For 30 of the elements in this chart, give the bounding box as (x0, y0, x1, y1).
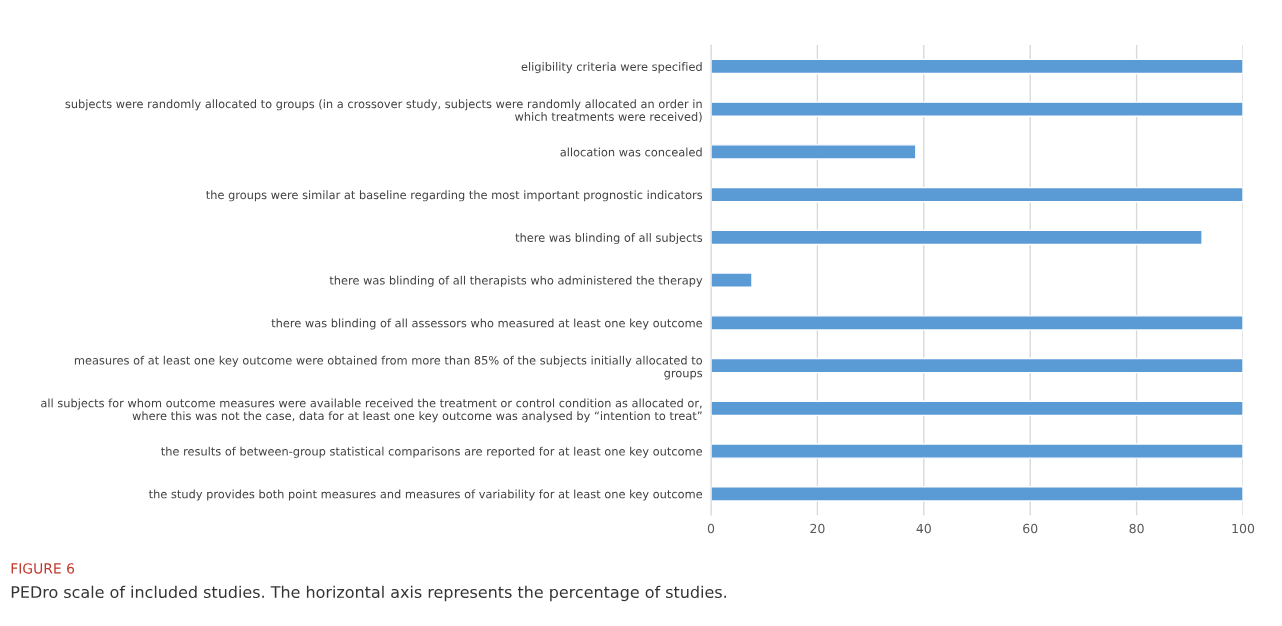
bar (711, 144, 917, 160)
bar (711, 229, 1203, 246)
y-tick-label: allocation was concealed (560, 147, 702, 157)
y-tick-label: the results of between-group statistical comparisons are reported for at least one key outcome (161, 446, 703, 458)
x-tick-label: 80 (1129, 523, 1144, 534)
y-tick-label: the groups were similar at baseline regarding the most important prognostic indicators (206, 190, 703, 202)
x-tick-label: 20 (810, 523, 825, 534)
bar (711, 357, 1244, 374)
bar (711, 58, 1244, 75)
y-tick-label: subjects were randomly allocated to groups (in a crossover study, subjects were randomly allocated an order in which treatments were received) (65, 99, 702, 123)
x-tick-label: 40 (916, 523, 931, 534)
caption: FIGURE 6 (11, 563, 75, 574)
y-tick-label: measures of at least one key outcome were obtained from more than 85% of the subjects initially allocated to groups (74, 355, 703, 380)
bar (711, 443, 1244, 459)
bar (711, 101, 1244, 117)
text: PEDro scale of included studies. The horizontal axis represents the percentage of studies. (11, 585, 726, 602)
x-tick-label: 100 (1232, 523, 1255, 534)
y-tick-label: the study provides both point measures and measures of variability for at least one key outcome (148, 489, 703, 501)
x-tick-label: 0 (707, 523, 715, 534)
bar (711, 400, 1244, 417)
y-tick-label: eligibility criteria were specified (521, 62, 702, 74)
x-tick-label: 60 (1023, 523, 1038, 534)
y-tick-label: there was blinding of all subjects (515, 233, 703, 245)
y-tick-label: there was blinding of all assessors who measured at least one key outcome (271, 318, 703, 330)
y-tick-label: there was blinding of all therapists who administered the therapy (329, 275, 703, 287)
bar (711, 315, 1244, 331)
bar (711, 186, 1244, 203)
bar (711, 272, 753, 288)
bar (711, 486, 1244, 502)
y-tick-label: all subjects for whom outcome measures were available received the treatment or control condition as allocated or, where this was not the case, data for at least one key outcome was analysed by “intention to treat” (41, 398, 702, 423)
